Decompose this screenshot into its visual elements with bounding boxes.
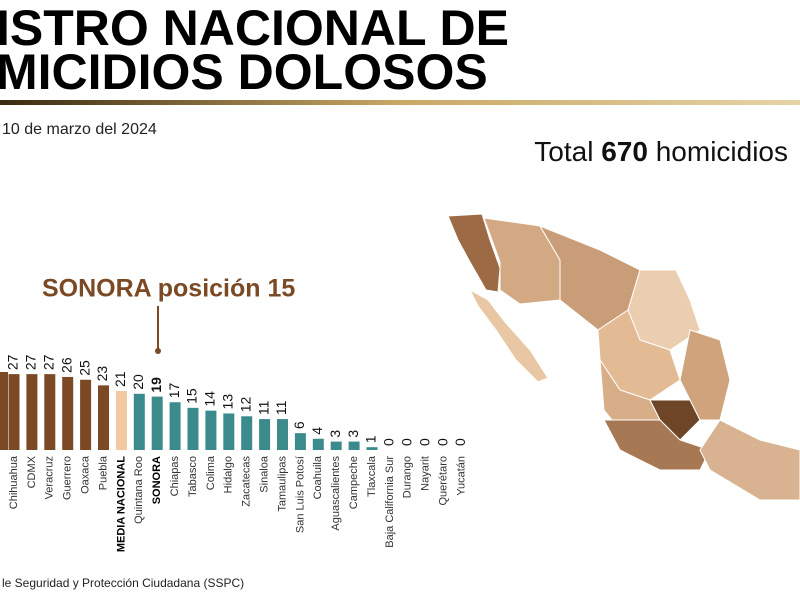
value-label: 0 (434, 438, 450, 446)
category-label: Coahuila (312, 455, 324, 499)
value-label: 27 (41, 354, 57, 370)
total-number: 670 (601, 136, 648, 167)
category-label: Tamaulipas (276, 456, 288, 512)
bar (241, 416, 253, 450)
bar (348, 441, 360, 450)
bar (8, 374, 20, 450)
bar (330, 441, 342, 450)
value-label: 4 (309, 427, 325, 435)
bar (277, 419, 288, 450)
value-label: 0 (416, 438, 432, 446)
value-label: 14 (202, 391, 218, 407)
cropped-bar (0, 372, 8, 450)
category-label: Veracruz (44, 456, 56, 499)
bar (187, 407, 199, 450)
category-label: Zacatecas (241, 456, 253, 507)
value-label: 1 (363, 435, 379, 443)
value-label: 25 (76, 360, 92, 376)
category-label: Hidalgo (223, 456, 235, 493)
category-label: Durango (402, 456, 414, 498)
category-label: Colima (205, 455, 217, 490)
date: 10 de marzo del 2024 (2, 121, 157, 138)
category-label: San Luis Potosí (294, 456, 306, 533)
value-label: 0 (381, 438, 397, 446)
category-label: Puebla (97, 455, 109, 490)
bar (80, 379, 92, 450)
category-label: Chiapas (169, 456, 181, 497)
bar (294, 433, 306, 450)
category-label: Quintana Roo (133, 456, 145, 524)
value-label: 11 (255, 400, 271, 415)
category-label: MEDIA NACIONAL (115, 456, 127, 552)
bar (151, 396, 163, 450)
value-label: 27 (23, 354, 39, 370)
category-label: Querétaro (438, 456, 450, 506)
bar (366, 447, 378, 450)
value-label: 3 (327, 430, 343, 438)
value-label: 20 (130, 374, 146, 390)
value-label: 3 (345, 430, 361, 438)
bar (223, 413, 235, 450)
title-rule (0, 100, 800, 105)
value-label: 12 (237, 396, 253, 412)
map (447, 213, 800, 501)
bar (205, 410, 217, 450)
bar (44, 374, 56, 450)
value-label: 11 (273, 400, 289, 415)
category-label: Guerrero (62, 456, 74, 500)
bar (312, 438, 324, 450)
callout: SONORA posición 15 (42, 275, 295, 303)
bar (169, 402, 181, 450)
value-label: 26 (58, 357, 74, 373)
value-label: 0 (399, 438, 415, 446)
value-label: 17 (166, 382, 182, 398)
category-label: Tabasco (187, 456, 199, 497)
total-prefix: Total (534, 136, 593, 167)
category-label: Campeche (348, 456, 360, 509)
value-label: 19 (148, 377, 164, 393)
value-label: 15 (184, 388, 200, 404)
value-label: 27 (5, 354, 21, 370)
title-line: ISTRO NACIONAL DE (0, 0, 509, 56)
value-label: 0 (452, 438, 468, 446)
category-label: Baja California Sur (384, 456, 396, 548)
value-label: 6 (291, 421, 307, 429)
category-label: Aguascalientes (330, 456, 342, 531)
category-label: CDMX (26, 455, 38, 488)
bar (259, 419, 271, 450)
category-label: Sinaloa (259, 455, 271, 493)
title-line: MICIDIOS DOLOSOS (0, 44, 488, 100)
bar (133, 393, 145, 450)
category-label: SONORA (151, 456, 163, 504)
source: le Seguridad y Protección Ciudadana (SSP… (2, 576, 244, 590)
category-label: Chihuahua (8, 455, 20, 509)
category-label: Tlaxcala (366, 455, 378, 497)
total-suffix: homicidios (656, 136, 788, 167)
category-label: Oaxaca (80, 455, 92, 494)
bar (98, 385, 109, 450)
bar (26, 374, 38, 450)
callout-dot (155, 348, 161, 354)
bar (115, 390, 127, 450)
value-label: 13 (220, 394, 236, 410)
bar (62, 376, 74, 450)
total: Total 670 homicidios (534, 136, 788, 167)
value-label: 21 (112, 371, 128, 387)
value-label: 23 (94, 366, 110, 382)
category-label: Nayarit (420, 456, 432, 491)
category-label: Yucatán (455, 456, 467, 496)
